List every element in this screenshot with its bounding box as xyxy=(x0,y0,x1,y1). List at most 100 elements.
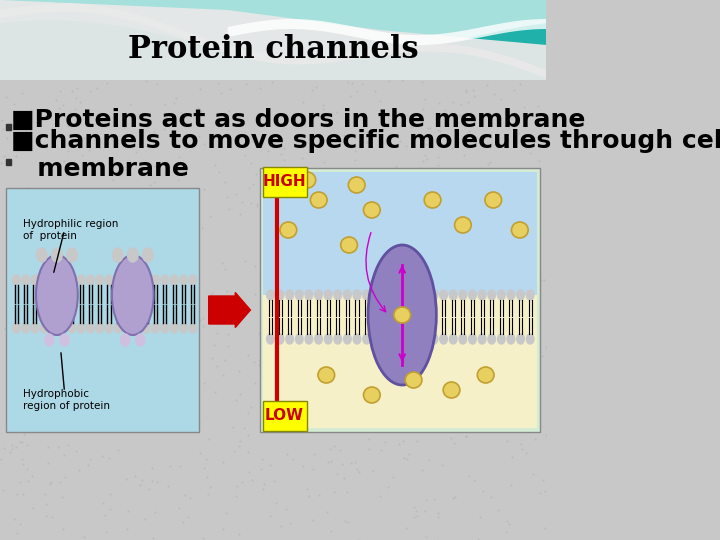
Point xyxy=(449,438,460,447)
Point xyxy=(85,86,96,95)
Point xyxy=(297,98,309,106)
Point xyxy=(217,525,229,534)
Point xyxy=(180,339,192,347)
Point xyxy=(163,418,175,427)
Point xyxy=(238,423,250,432)
Point xyxy=(4,333,16,342)
Point xyxy=(462,307,474,316)
Point xyxy=(287,169,299,178)
Bar xyxy=(6,124,11,130)
Point xyxy=(197,534,208,540)
Point xyxy=(8,100,19,109)
Point xyxy=(310,271,322,279)
Point xyxy=(339,517,351,526)
Point xyxy=(58,157,70,166)
Point xyxy=(204,482,216,491)
Point xyxy=(17,89,28,97)
Circle shape xyxy=(114,323,122,333)
Point xyxy=(25,105,37,114)
Point xyxy=(60,201,72,210)
Point xyxy=(500,365,511,374)
Point xyxy=(439,247,451,256)
Point xyxy=(234,436,246,445)
Circle shape xyxy=(363,334,370,344)
Point xyxy=(382,414,394,422)
Point xyxy=(430,228,441,237)
Point xyxy=(271,323,282,332)
Point xyxy=(163,407,175,415)
Circle shape xyxy=(354,290,361,300)
Point xyxy=(392,310,403,319)
Point xyxy=(242,409,253,418)
Point xyxy=(76,150,88,159)
Point xyxy=(414,164,426,172)
Point xyxy=(79,365,91,374)
Point xyxy=(204,211,216,220)
Point xyxy=(413,274,424,282)
Point xyxy=(149,162,161,171)
Point xyxy=(516,445,528,454)
Point xyxy=(71,361,82,370)
Circle shape xyxy=(392,290,400,300)
Point xyxy=(121,251,132,259)
Point xyxy=(340,235,351,244)
Point xyxy=(397,437,408,445)
Point xyxy=(341,242,353,251)
Point xyxy=(146,477,158,485)
Point xyxy=(424,140,436,149)
Circle shape xyxy=(189,323,197,333)
Point xyxy=(462,97,474,106)
Point xyxy=(505,114,517,123)
Point xyxy=(140,515,151,524)
Point xyxy=(495,231,506,239)
Circle shape xyxy=(152,275,159,285)
Point xyxy=(50,210,62,219)
Point xyxy=(29,289,40,298)
Circle shape xyxy=(343,334,351,344)
Point xyxy=(27,503,39,512)
Point xyxy=(417,78,428,87)
Point xyxy=(68,312,79,321)
Circle shape xyxy=(411,334,418,344)
Point xyxy=(298,163,310,171)
Circle shape xyxy=(295,290,303,300)
Ellipse shape xyxy=(511,222,528,238)
Point xyxy=(353,535,364,540)
Point xyxy=(367,419,379,428)
Point xyxy=(538,276,549,285)
Point xyxy=(59,450,71,459)
Point xyxy=(425,376,436,385)
Point xyxy=(417,105,428,114)
Point xyxy=(73,144,85,152)
Circle shape xyxy=(315,290,323,300)
Point xyxy=(150,508,161,517)
Point xyxy=(132,167,144,176)
Point xyxy=(367,427,379,436)
Point xyxy=(188,262,199,271)
Circle shape xyxy=(459,334,467,344)
Point xyxy=(22,238,34,247)
Point xyxy=(529,435,541,444)
Ellipse shape xyxy=(318,367,335,383)
Circle shape xyxy=(498,334,505,344)
Point xyxy=(74,97,86,106)
Point xyxy=(422,124,433,132)
Point xyxy=(164,462,176,470)
Point xyxy=(60,383,71,392)
Point xyxy=(1,134,12,143)
Circle shape xyxy=(469,334,476,344)
Point xyxy=(217,370,229,379)
Point xyxy=(124,405,135,414)
Point xyxy=(232,322,243,330)
Point xyxy=(453,314,464,323)
Point xyxy=(176,209,187,218)
Text: LOW: LOW xyxy=(265,408,304,423)
Point xyxy=(341,488,353,496)
Point xyxy=(230,396,242,404)
Point xyxy=(222,341,233,350)
Point xyxy=(53,416,64,424)
Point xyxy=(60,235,71,244)
Point xyxy=(445,434,456,443)
Point xyxy=(146,464,158,472)
Point xyxy=(459,151,470,159)
